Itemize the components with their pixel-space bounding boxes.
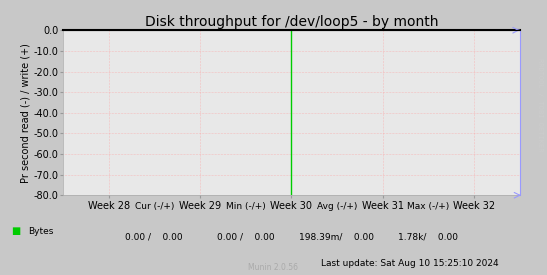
Text: 198.39m/    0.00: 198.39m/ 0.00 xyxy=(299,232,375,241)
Text: 0.00 /    0.00: 0.00 / 0.00 xyxy=(125,232,183,241)
Text: Munin 2.0.56: Munin 2.0.56 xyxy=(248,263,299,272)
Title: Disk throughput for /dev/loop5 - by month: Disk throughput for /dev/loop5 - by mont… xyxy=(144,15,438,29)
Text: ■: ■ xyxy=(11,226,20,236)
Text: Max (-/+): Max (-/+) xyxy=(407,202,450,211)
Y-axis label: Pr second read (-) / write (+): Pr second read (-) / write (+) xyxy=(21,43,31,183)
Text: RRDTOOL / TOBI OETIKER: RRDTOOL / TOBI OETIKER xyxy=(537,58,543,151)
Text: 0.00 /    0.00: 0.00 / 0.00 xyxy=(217,232,275,241)
Text: Min (-/+): Min (-/+) xyxy=(226,202,265,211)
Text: Cur (-/+): Cur (-/+) xyxy=(135,202,174,211)
Text: Avg (-/+): Avg (-/+) xyxy=(317,202,357,211)
Text: 1.78k/    0.00: 1.78k/ 0.00 xyxy=(398,232,458,241)
Text: Last update: Sat Aug 10 15:25:10 2024: Last update: Sat Aug 10 15:25:10 2024 xyxy=(321,258,499,268)
Text: Bytes: Bytes xyxy=(28,227,54,235)
